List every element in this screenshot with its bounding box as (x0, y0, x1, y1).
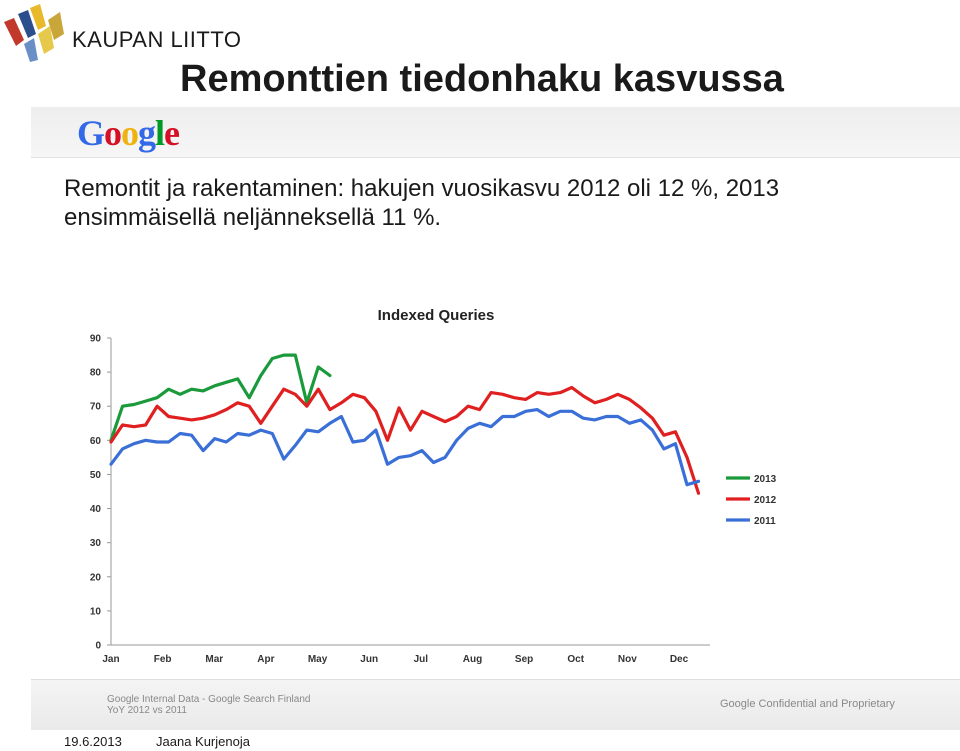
footer-date: 19.6.2013 (64, 734, 122, 749)
x-tick-label: Apr (257, 654, 274, 665)
footer-bar (31, 679, 960, 730)
y-tick-label: 80 (90, 368, 102, 379)
series-line-2013 (109, 353, 332, 442)
x-tick-label: Dec (670, 654, 689, 665)
footer-author: Jaana Kurjenoja (156, 734, 250, 749)
y-tick-label: 60 (90, 436, 102, 447)
legend-label-2012: 2012 (754, 495, 777, 506)
y-tick-label: 20 (90, 572, 102, 583)
indexed-queries-chart: Indexed Queries 0 10 20 30 40 50 60 70 80 90 Jan Feb… (90, 307, 777, 665)
x-tick-label: Jul (414, 654, 429, 665)
brand-name: KAUPAN LIITTO (72, 27, 242, 52)
y-tick-label: 90 (90, 334, 102, 345)
y-tick-label: 10 (90, 606, 102, 617)
x-tick-label: Mar (205, 654, 223, 665)
series-line-2012 (109, 385, 701, 495)
series-line-2011 (109, 407, 701, 487)
chart-title: Indexed Queries (378, 307, 495, 324)
description-line-1: Remontit ja rakentaminen: hakujen vuosik… (64, 175, 780, 202)
y-tick-label: 40 (90, 504, 102, 515)
x-tick-label: May (308, 654, 328, 665)
google-header-bar (31, 107, 960, 158)
kaupan-liitto-logo (4, 4, 64, 62)
y-tick-label: 0 (95, 641, 101, 652)
google-logo: Google (77, 113, 180, 153)
x-tick-label: Jun (360, 654, 378, 665)
slide-title: Remonttien tiedonhaku kasvussa (180, 58, 784, 100)
description: Remontit ja rakentaminen: hakujen vuosik… (64, 174, 944, 232)
description-line-2: ensimmäisellä neljänneksellä 11 %. (64, 204, 442, 231)
y-tick-label: 50 (90, 470, 102, 481)
confidential-note: Google Confidential and Proprietary (720, 698, 895, 710)
x-tick-label: Jan (102, 654, 119, 665)
x-tick-label: Sep (515, 654, 533, 665)
legend-label-2011: 2011 (754, 516, 776, 527)
y-tick-label: 30 (90, 538, 102, 549)
source-line-1: Google Internal Data - Google Search Fin… (107, 694, 311, 705)
source-line-2: YoY 2012 vs 2011 (107, 705, 187, 716)
x-tick-label: Feb (154, 654, 172, 665)
legend-label-2013: 2013 (754, 474, 777, 485)
x-tick-label: Oct (567, 654, 584, 665)
y-tick-label: 70 (90, 402, 102, 413)
x-tick-label: Nov (618, 654, 637, 665)
x-tick-label: Aug (463, 654, 482, 665)
